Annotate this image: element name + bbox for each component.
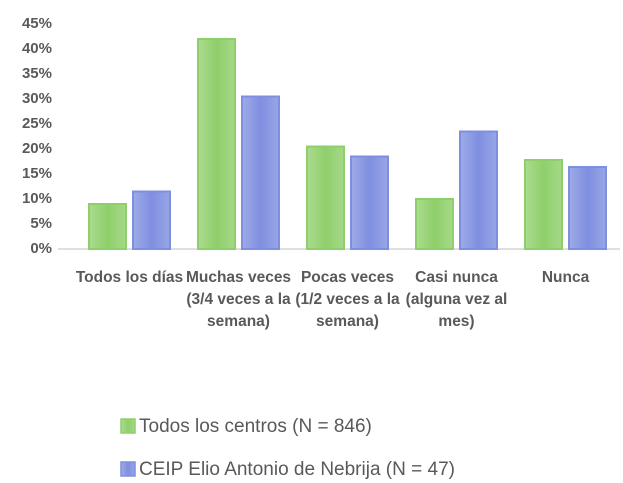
bar xyxy=(241,95,280,250)
bar xyxy=(350,155,389,250)
y-tick-label: 20% xyxy=(22,140,52,157)
bar xyxy=(459,130,498,250)
y-tick-label: 0% xyxy=(30,240,52,257)
x-tick-label-box: Muchas veces (3/4 veces a la semana) xyxy=(185,269,292,330)
x-tick-label: Casi nunca (alguna vez al mes) xyxy=(405,269,508,330)
x-tick-label-box: Pocas veces (1/2 veces a la semana) xyxy=(295,269,400,330)
bar xyxy=(306,145,345,250)
bar xyxy=(132,190,171,250)
y-tick-label: 15% xyxy=(22,165,52,182)
x-tick-label: Nunca xyxy=(541,269,590,286)
y-tick-label: 25% xyxy=(22,115,52,132)
x-tick-label-box: Todos los días xyxy=(75,269,184,286)
legend-label: Todos los centros (N = 846) xyxy=(139,416,372,437)
x-tick-label-box: Nunca xyxy=(541,269,590,286)
y-tick-label: 45% xyxy=(22,15,52,32)
x-tick-label-box: Casi nunca (alguna vez al mes) xyxy=(405,269,508,330)
y-tick-label: 5% xyxy=(30,215,52,232)
bar xyxy=(524,159,563,250)
y-tick-label: 10% xyxy=(22,190,52,207)
legend-swatch xyxy=(120,418,136,434)
bar xyxy=(415,198,454,250)
x-tick-label: Todos los días xyxy=(75,269,184,286)
legend-swatch xyxy=(120,461,136,477)
legend-label: CEIP Elio Antonio de Nebrija (N = 47) xyxy=(139,459,455,480)
bar xyxy=(88,203,127,250)
bar xyxy=(197,38,236,250)
bar xyxy=(568,166,607,250)
y-tick-label: 35% xyxy=(22,65,52,82)
x-tick-label: Muchas veces (3/4 veces a la semana) xyxy=(185,269,292,330)
x-tick-label: Pocas veces (1/2 veces a la semana) xyxy=(295,269,400,330)
y-tick-label: 30% xyxy=(22,90,52,107)
y-tick-label: 40% xyxy=(22,40,52,57)
